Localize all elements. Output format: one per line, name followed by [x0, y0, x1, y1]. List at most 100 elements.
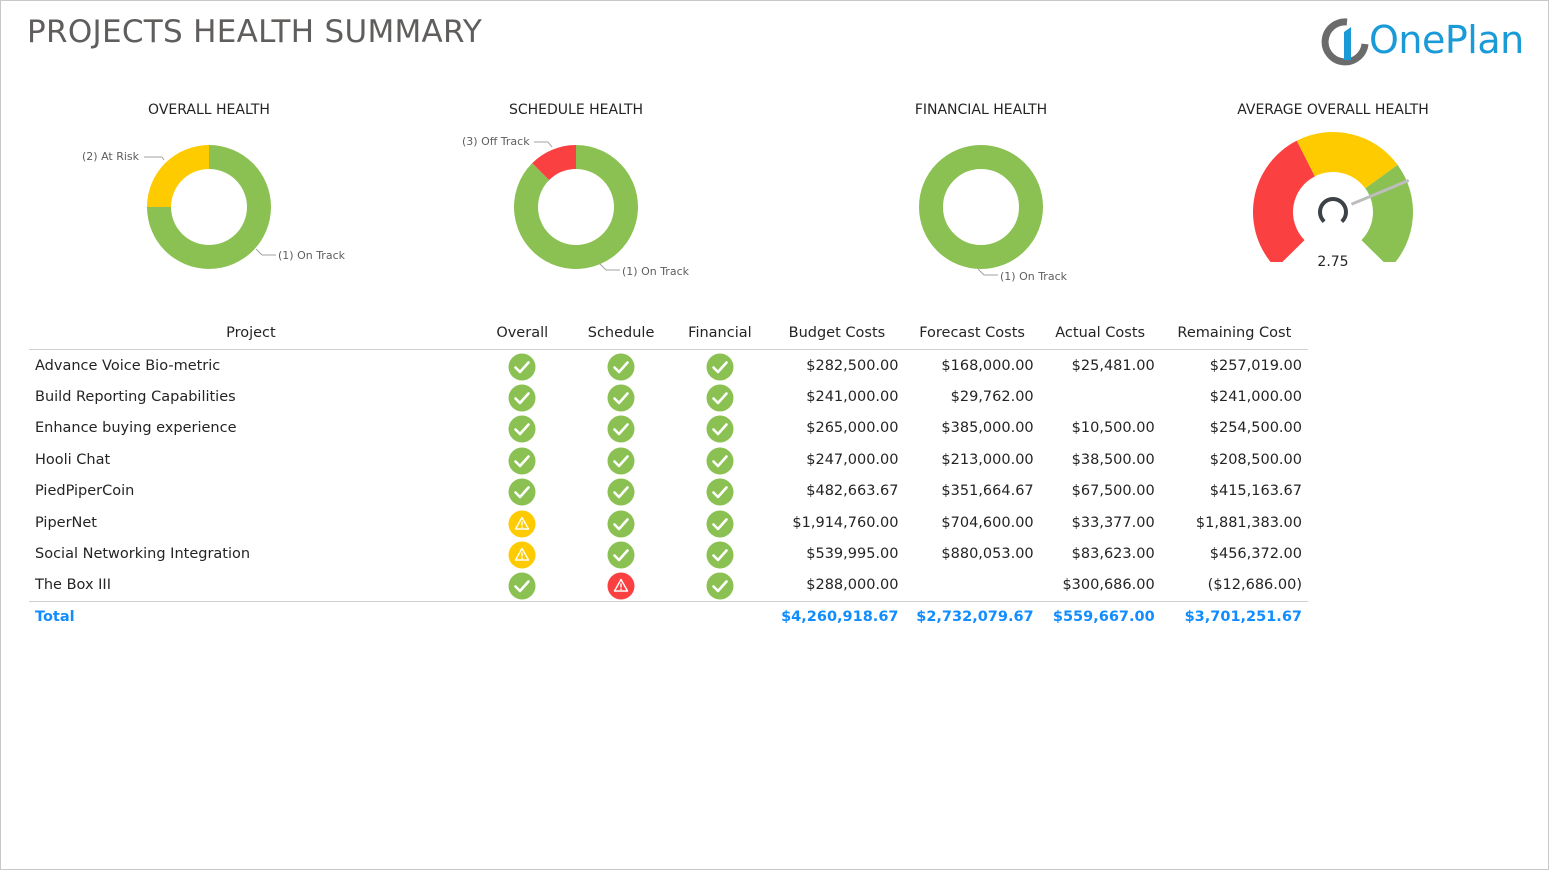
oneplan-logo: OnePlan — [1320, 18, 1540, 68]
budget-cost-cell: $241,000.00 — [806, 389, 899, 406]
project-name-cell[interactable]: Build Reporting Capabilities — [35, 389, 236, 406]
warning-triangle-icon — [508, 510, 536, 538]
donut-slice-at-risk[interactable] — [147, 145, 209, 207]
project-name-cell[interactable]: PiperNet — [35, 514, 97, 531]
budget-cost-cell: $247,000.00 — [806, 451, 899, 468]
budget-cost-cell: $482,663.67 — [806, 483, 899, 500]
overall-status-cell — [473, 413, 572, 444]
remaining-cost-cell: $456,372.00 — [1209, 546, 1302, 563]
gauge-band-0[interactable] — [1253, 140, 1315, 262]
donut-slice-on-track[interactable] — [919, 145, 1043, 269]
budget-cost-cell: $1,914,760.00 — [792, 514, 899, 531]
forecast-cost-cell: $168,000.00 — [941, 357, 1034, 374]
overall-status-cell — [473, 507, 572, 538]
average-health-value: 2.75 — [1317, 254, 1349, 270]
actual-cost-cell: $67,500.00 — [1071, 483, 1155, 500]
table-row: Hooli Chat $247,000.00 $213,000.00 $38,5… — [29, 444, 1308, 475]
remaining-cost-cell: $241,000.00 — [1209, 389, 1302, 406]
check-circle-icon — [508, 478, 536, 506]
project-name-cell[interactable]: Hooli Chat — [35, 451, 111, 468]
forecast-cost-cell: $351,664.67 — [941, 483, 1034, 500]
col-header-remaining[interactable]: Remaining Cost — [1160, 316, 1308, 350]
oneplan-logo-icon — [1321, 18, 1369, 66]
total-forecast-cell: $2,732,079.67 — [904, 601, 1040, 632]
overall-on-track-leader — [255, 248, 276, 256]
schedule-health-title: SCHEDULE HEALTH — [508, 102, 644, 118]
check-circle-icon — [706, 478, 734, 506]
check-circle-icon — [607, 384, 635, 412]
schedule-status-cell — [572, 444, 671, 475]
donut-slice-off-track[interactable] — [532, 145, 576, 181]
col-header-financial[interactable]: Financial — [670, 316, 770, 350]
schedule-status-cell — [572, 413, 671, 444]
actual-cost-cell: $10,500.00 — [1071, 420, 1155, 437]
col-header-schedule[interactable]: Schedule — [571, 316, 671, 350]
financial-status-cell — [671, 413, 770, 444]
actual-cost-cell: $38,500.00 — [1071, 451, 1155, 468]
col-header-project[interactable]: Project — [29, 316, 473, 350]
alert-triangle-icon — [607, 572, 635, 600]
overall-health-title: OVERALL HEALTH — [148, 102, 270, 118]
financial-on-track-label: (1) On Track — [1000, 270, 1067, 283]
budget-cost-cell: $265,000.00 — [806, 420, 899, 437]
col-header-budget[interactable]: Budget Costs — [769, 316, 905, 350]
gauge-band-2[interactable] — [1361, 164, 1413, 262]
projects-table: Project Overall Schedule Financial Budge… — [29, 316, 1308, 632]
financial-status-cell — [671, 570, 770, 602]
table-header-row: Project Overall Schedule Financial Budge… — [29, 316, 1308, 350]
table-row: The Box III $288,000.00 $300,686.00 ($12… — [29, 570, 1308, 602]
col-header-overall[interactable]: Overall — [472, 316, 572, 350]
schedule-on-track-leader — [599, 263, 620, 271]
col-header-forecast[interactable]: Forecast Costs — [904, 316, 1040, 350]
project-name-cell[interactable]: Enhance buying experience — [35, 420, 237, 437]
donut-slice-on-track[interactable] — [147, 145, 271, 269]
budget-cost-cell: $288,000.00 — [806, 577, 899, 594]
overall-on-track-label: (1) On Track — [278, 249, 345, 262]
overall-at-risk-label: (2) At Risk — [82, 150, 140, 163]
check-circle-icon — [508, 447, 536, 475]
forecast-cost-cell: $385,000.00 — [941, 420, 1034, 437]
remaining-cost-cell: $415,163.67 — [1209, 483, 1302, 500]
total-remaining-cell: $3,701,251.67 — [1160, 601, 1308, 632]
overall-status-cell — [473, 570, 572, 602]
total-overall-cell — [472, 601, 572, 632]
project-name-cell[interactable]: The Box III — [35, 577, 111, 594]
col-header-actual[interactable]: Actual Costs — [1039, 316, 1161, 350]
total-actual-cell: $559,667.00 — [1039, 601, 1161, 632]
financial-status-cell — [671, 350, 770, 382]
total-schedule-cell — [571, 601, 671, 632]
remaining-cost-cell: $254,500.00 — [1209, 420, 1302, 437]
schedule-on-track-label: (1) On Track — [622, 265, 689, 278]
actual-cost-cell: $33,377.00 — [1071, 514, 1155, 531]
overall-status-cell — [473, 538, 572, 569]
schedule-status-cell — [572, 538, 671, 569]
schedule-status-cell — [572, 476, 671, 507]
check-circle-icon — [607, 478, 635, 506]
gauge-hub — [1318, 197, 1348, 224]
gauge-band-1[interactable] — [1296, 132, 1398, 189]
schedule-status-cell — [572, 570, 671, 602]
project-name-cell[interactable]: Advance Voice Bio-metric — [35, 357, 221, 374]
project-name-cell[interactable]: Social Networking Integration — [35, 546, 251, 563]
check-circle-icon — [508, 384, 536, 412]
check-circle-icon — [706, 415, 734, 443]
financial-status-cell — [671, 444, 770, 475]
actual-cost-cell — [1040, 381, 1161, 412]
check-circle-icon — [508, 572, 536, 600]
check-circle-icon — [508, 353, 536, 381]
schedule-off-track-leader — [534, 141, 553, 148]
average-health-title: AVERAGE OVERALL HEALTH — [1237, 102, 1429, 118]
project-name-cell[interactable]: PiedPiperCoin — [35, 483, 135, 500]
check-circle-icon — [706, 384, 734, 412]
total-label-cell: Total — [29, 601, 473, 632]
financial-status-cell — [671, 538, 770, 569]
remaining-cost-cell: ($12,686.00) — [1207, 577, 1302, 594]
check-circle-icon — [607, 447, 635, 475]
financial-health-donut — [919, 145, 1043, 269]
overall-status-cell — [473, 381, 572, 412]
gauge-needle — [1350, 179, 1410, 206]
overall-status-cell — [473, 350, 572, 382]
table-row: Enhance buying experience $265,000.00 $3… — [29, 413, 1308, 444]
check-circle-icon — [607, 541, 635, 569]
table-total-row: Total $4,260,918.67 $2,732,079.67 $559,667.… — [29, 601, 1308, 632]
